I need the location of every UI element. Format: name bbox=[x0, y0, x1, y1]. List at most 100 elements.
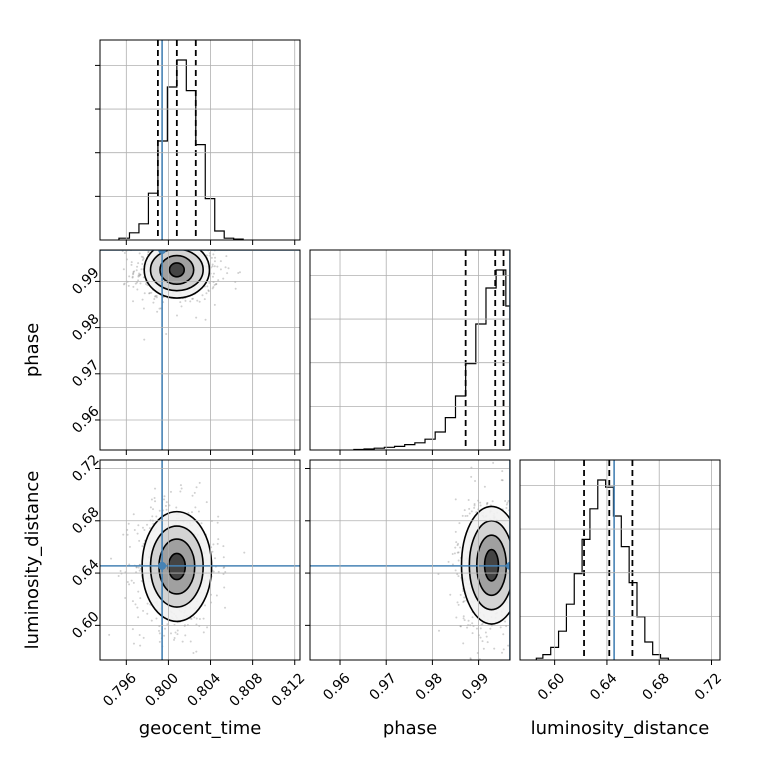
sample-point bbox=[454, 530, 457, 533]
sample-point bbox=[165, 508, 168, 511]
sample-point bbox=[214, 283, 217, 286]
sample-point bbox=[462, 600, 465, 603]
sample-point bbox=[190, 243, 192, 245]
sample-point bbox=[523, 608, 525, 610]
sample-point bbox=[152, 301, 155, 304]
sample-point bbox=[188, 245, 190, 247]
sample-point bbox=[468, 512, 471, 515]
sample-point bbox=[193, 616, 196, 619]
x-tick-label: 0.64 bbox=[587, 670, 620, 703]
sample-point bbox=[156, 310, 159, 313]
sample-point bbox=[195, 650, 198, 653]
sample-point bbox=[214, 256, 217, 259]
sample-point bbox=[473, 506, 476, 509]
x-tick-label: 0.804 bbox=[184, 670, 224, 710]
sample-point bbox=[122, 533, 125, 536]
sample-point bbox=[178, 247, 180, 249]
sample-point bbox=[206, 626, 209, 629]
sample-point bbox=[243, 551, 246, 554]
panel-content bbox=[310, 460, 543, 669]
sample-point bbox=[138, 272, 141, 275]
sample-point bbox=[522, 604, 524, 606]
sample-point bbox=[154, 246, 156, 248]
sample-point bbox=[180, 243, 182, 245]
sample-point bbox=[128, 545, 131, 548]
sample-point bbox=[173, 638, 176, 641]
sample-point bbox=[513, 604, 515, 606]
joint-panel-phase-luminosity_distance bbox=[305, 459, 543, 669]
sample-point bbox=[175, 241, 177, 243]
sample-point bbox=[516, 543, 518, 545]
sample-point bbox=[204, 247, 206, 249]
hist-panel-geocent_time bbox=[95, 39, 301, 245]
sample-point bbox=[217, 515, 220, 518]
x-tick-label: 0.60 bbox=[535, 670, 568, 703]
sample-point bbox=[511, 568, 513, 570]
sample-point bbox=[512, 556, 514, 558]
sample-point bbox=[217, 538, 220, 541]
sample-point bbox=[198, 300, 201, 303]
sample-point bbox=[177, 243, 179, 245]
x-tick-label: 0.72 bbox=[692, 670, 725, 703]
sample-point bbox=[189, 640, 192, 643]
sample-point bbox=[486, 502, 489, 505]
sample-point bbox=[513, 550, 515, 552]
sample-point bbox=[206, 245, 208, 247]
sample-point bbox=[513, 632, 515, 634]
sample-point bbox=[513, 602, 515, 604]
sample-point bbox=[179, 490, 182, 493]
sample-point bbox=[517, 605, 519, 607]
sample-point bbox=[164, 504, 167, 507]
sample-point bbox=[139, 273, 142, 276]
sample-point bbox=[467, 498, 470, 501]
sample-point bbox=[226, 272, 229, 275]
sample-point bbox=[515, 584, 517, 586]
sample-point bbox=[138, 252, 141, 255]
sample-point bbox=[119, 569, 122, 572]
sample-point bbox=[515, 528, 517, 530]
contour-line bbox=[149, 250, 204, 292]
sample-point bbox=[110, 557, 113, 560]
sample-point bbox=[194, 506, 197, 509]
sample-point bbox=[203, 298, 206, 301]
sample-point bbox=[211, 275, 214, 278]
sample-point bbox=[484, 631, 487, 634]
sample-point bbox=[141, 545, 144, 548]
sample-point bbox=[459, 593, 462, 596]
sample-point bbox=[155, 515, 158, 518]
sample-point bbox=[188, 246, 190, 248]
sample-point bbox=[198, 245, 200, 247]
sample-point bbox=[191, 235, 193, 237]
sample-point bbox=[166, 246, 168, 248]
sample-point bbox=[454, 498, 457, 501]
sample-point bbox=[138, 569, 141, 572]
sample-point bbox=[154, 295, 157, 298]
sample-point bbox=[522, 584, 524, 586]
sample-point bbox=[188, 245, 190, 247]
sample-point bbox=[204, 604, 207, 607]
sample-point bbox=[492, 667, 494, 669]
sample-point bbox=[459, 625, 462, 628]
sample-point bbox=[522, 624, 524, 626]
sample-point bbox=[127, 522, 130, 525]
sample-point bbox=[213, 265, 216, 268]
sample-point bbox=[527, 582, 529, 584]
sample-point bbox=[541, 523, 543, 525]
sample-point bbox=[186, 247, 188, 249]
sample-point bbox=[466, 626, 469, 629]
sample-point bbox=[457, 603, 460, 606]
sample-point bbox=[473, 502, 476, 505]
sample-point bbox=[132, 642, 135, 645]
sample-point bbox=[486, 641, 489, 644]
sample-point bbox=[139, 273, 142, 276]
sample-point bbox=[165, 501, 168, 504]
sample-point bbox=[142, 276, 145, 279]
sample-point bbox=[449, 593, 452, 596]
sample-point bbox=[169, 490, 172, 493]
sample-point bbox=[136, 288, 139, 291]
sample-point bbox=[132, 273, 135, 276]
sample-point bbox=[162, 242, 164, 244]
sample-point bbox=[179, 484, 182, 487]
x-tick-label: 0.68 bbox=[639, 670, 672, 703]
